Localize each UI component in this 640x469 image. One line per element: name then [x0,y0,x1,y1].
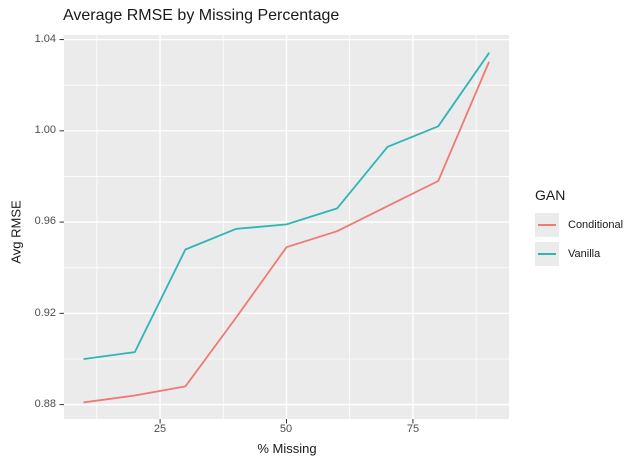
legend-key-line [538,253,556,255]
x-tick-label: 75 [406,423,420,435]
plot-panel [59,35,509,424]
x-tick-label: 50 [279,423,293,435]
legend-key [535,242,559,266]
legend-key-line [538,224,556,226]
legend-title: GAN [535,187,566,203]
y-axis-title: Avg RMSE [8,200,24,264]
legend-entry-vanilla: Vanilla [535,242,623,266]
legend-entry-label: Conditional [568,219,624,231]
y-tick-label: 0.92 [34,307,56,319]
legend-key [535,213,559,237]
legend-entry-label: Vanilla [568,248,601,260]
y-tick-label: 1.04 [34,33,56,45]
y-tick-label: 0.96 [34,215,56,227]
y-tick-label: 0.88 [34,398,56,410]
x-axis-title: % Missing [257,441,317,456]
legend: GAN Conditional Vanilla [535,187,623,271]
legend-entry-conditional: Conditional [535,213,623,237]
x-tick-label: 25 [153,423,167,435]
chart-title: Average RMSE by Missing Percentage [63,7,340,24]
y-tick-label: 1.00 [34,124,56,136]
